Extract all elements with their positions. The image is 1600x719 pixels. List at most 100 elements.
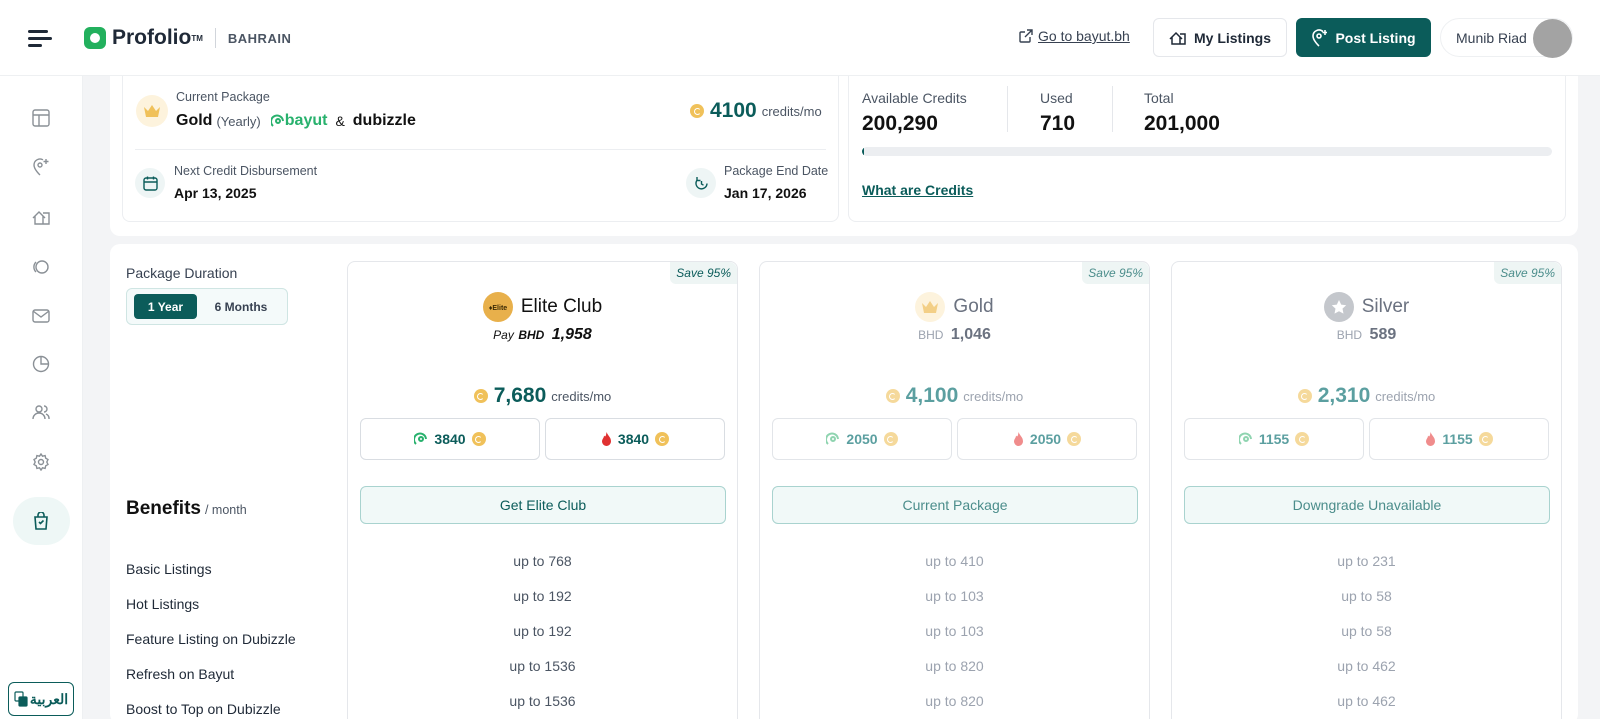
bayut-credit-split: 2050 xyxy=(772,418,952,460)
dubizzle-split-value: 1155 xyxy=(1442,431,1473,447)
duration-option-1-year[interactable]: 1 Year xyxy=(134,294,197,319)
package-summary-panel xyxy=(110,76,1578,236)
dubizzle-logo: dubizzle xyxy=(352,112,416,129)
dubizzle-credit-split: 3840 xyxy=(545,418,725,460)
credit-coin-icon xyxy=(1478,432,1493,446)
mail-icon[interactable] xyxy=(27,302,55,330)
package-name: Gold xyxy=(176,112,213,129)
available-credits-value: 200,290 xyxy=(862,112,938,135)
bayut-split-value: 2050 xyxy=(846,431,878,447)
benefit-value: up to 462 xyxy=(1337,693,1396,709)
what-are-credits-link[interactable]: What are Credits xyxy=(862,182,974,198)
plan-card-silver: Save 95% Silver BHD 589 2,310 credits/mo… xyxy=(1171,261,1562,719)
plan-credits-value: 7,680 xyxy=(493,384,547,407)
crown-icon xyxy=(136,95,168,127)
my-listings-button[interactable]: My Listings xyxy=(1153,18,1287,57)
package-period: (Yearly) xyxy=(216,113,261,129)
downgrade-unavailable-button[interactable]: Downgrade Unavailable xyxy=(1184,486,1550,524)
bayut-logo-text: bayut xyxy=(284,112,328,129)
save-tag: Save 95% xyxy=(1494,262,1561,284)
current-package-button[interactable]: Current Package xyxy=(772,486,1138,524)
divider xyxy=(135,149,826,150)
benefit-value: up to 58 xyxy=(1341,588,1392,604)
plan-card-elite-club: Save 95% ♦Elite Elite Club Pay BHD 1,958… xyxy=(347,261,738,719)
dubizzle-flame-icon xyxy=(601,431,611,446)
avatar[interactable] xyxy=(1533,19,1572,58)
go-to-bayut-link[interactable]: Go to bayut.bh xyxy=(1019,28,1130,44)
sidebar-active-indicator xyxy=(13,497,70,545)
benefit-value: up to 103 xyxy=(925,588,984,604)
profolio-logo[interactable]: Profolio TM BAHRAIN xyxy=(84,26,291,50)
bayut-icon xyxy=(1238,432,1252,445)
save-tag: Save 95% xyxy=(1082,262,1149,284)
price-prefix: Pay xyxy=(493,328,514,342)
price-currency: BHD xyxy=(518,328,545,342)
next-disbursement-label: Next Credit Disbursement xyxy=(174,164,318,178)
country-label: BAHRAIN xyxy=(227,30,292,46)
leads-icon[interactable] xyxy=(27,253,55,281)
users-icon[interactable] xyxy=(27,398,55,426)
credit-coin-icon xyxy=(655,432,670,446)
bayut-split-value: 1155 xyxy=(1258,431,1290,447)
settings-icon[interactable] xyxy=(27,448,55,476)
benefit-value: up to 58 xyxy=(1341,623,1392,639)
price-value: 1,958 xyxy=(551,326,592,343)
add-location-icon[interactable] xyxy=(27,153,55,181)
package-duration-label: Package Duration xyxy=(126,265,238,281)
benefit-value: up to 103 xyxy=(925,623,984,639)
user-menu[interactable]: Munib Riad xyxy=(1440,18,1573,58)
price-currency: BHD xyxy=(918,328,944,342)
dubizzle-flame-icon xyxy=(1426,431,1436,446)
benefit-value: up to 410 xyxy=(925,553,984,569)
plan-price: BHD 589 xyxy=(1172,326,1561,344)
plan-price: Pay BHD 1,958 xyxy=(348,326,737,344)
plan-credits-value: 4,100 xyxy=(905,384,959,407)
bayut-icon xyxy=(414,432,428,445)
dubizzle-flame-icon xyxy=(1013,431,1023,446)
package-end-date: Jan 17, 2026 xyxy=(724,185,807,201)
profolio-logo-icon xyxy=(84,27,106,49)
used-credits-label: Used xyxy=(1040,90,1073,106)
plan-credits-unit: credits/mo xyxy=(1375,388,1436,404)
plan-credits-value: 2,310 xyxy=(1317,384,1371,407)
price-currency: BHD xyxy=(1336,328,1363,342)
get-elite-club-button[interactable]: Get Elite Club xyxy=(360,486,726,524)
menu-icon[interactable] xyxy=(28,28,52,48)
dashboard-icon[interactable] xyxy=(27,104,55,132)
benefit-value: up to 820 xyxy=(925,658,984,674)
plan-title: Gold xyxy=(953,296,994,317)
benefit-hot-listings: Hot Listings xyxy=(126,596,200,612)
star-icon xyxy=(1323,292,1354,322)
available-credits-label: Available Credits xyxy=(862,90,967,106)
price-value: 1,046 xyxy=(950,326,991,343)
listings-icon[interactable] xyxy=(27,203,55,231)
stat-divider xyxy=(1112,86,1113,132)
credits-progress-fill xyxy=(862,147,865,156)
benefit-value: up to 1536 xyxy=(509,693,576,709)
total-credits-label: Total xyxy=(1144,90,1174,106)
benefit-feature-listing: Feature Listing on Dubizzle xyxy=(126,631,296,647)
dubizzle-credit-split: 1155 xyxy=(1369,418,1549,460)
top-bar: Profolio TM BAHRAIN Go to bayut.bh My Li… xyxy=(0,0,1600,76)
package-icon[interactable] xyxy=(27,507,55,535)
post-listing-label: Post Listing xyxy=(1335,29,1416,46)
dubizzle-split-value: 2050 xyxy=(1029,431,1062,447)
house-icon xyxy=(1169,31,1186,45)
duration-option-6-months[interactable]: 6 Months xyxy=(214,299,268,314)
post-listing-button[interactable]: Post Listing xyxy=(1296,18,1431,57)
logo-text: Profolio xyxy=(112,26,192,49)
language-toggle-button[interactable]: العربية xyxy=(8,682,74,716)
translate-icon xyxy=(14,691,28,707)
bayut-credit-split: 1155 xyxy=(1184,418,1364,460)
analytics-icon[interactable] xyxy=(27,350,55,378)
next-disbursement-date: Apr 13, 2025 xyxy=(174,185,257,201)
benefit-value: up to 1536 xyxy=(509,658,576,674)
plan-credits: 4,100 credits/mo xyxy=(760,384,1149,408)
current-package-label: Current Package xyxy=(176,90,270,104)
benefit-value: up to 462 xyxy=(1337,658,1396,674)
package-duration-toggle: 1 Year 6 Months xyxy=(126,288,288,325)
credits-card xyxy=(848,76,1566,222)
credit-coin-icon xyxy=(473,389,488,403)
credit-coin-icon xyxy=(883,432,898,446)
bayut-icon xyxy=(826,432,840,445)
